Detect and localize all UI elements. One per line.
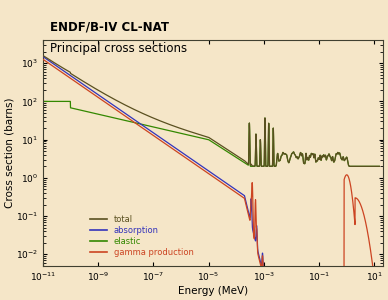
elastic [377,164,382,168]
Text: Principal cross sections: Principal cross sections [50,42,187,55]
absorption [377,285,382,289]
elastic [350,164,355,168]
total [200,134,205,137]
gamma production [182,155,187,158]
absorption [200,165,205,169]
Y-axis label: Cross section (barns): Cross section (barns) [4,98,14,208]
total [377,164,382,168]
elastic [40,100,45,103]
gamma production [367,239,371,242]
gamma production [200,168,205,171]
absorption [40,55,45,58]
Line: total: total [43,56,379,166]
absorption [185,154,189,158]
gamma production [350,196,355,199]
elastic [249,164,254,168]
total [40,54,45,57]
gamma production [185,157,189,160]
Line: gamma production: gamma production [43,59,379,300]
X-axis label: Energy (MeV): Energy (MeV) [178,286,248,296]
Line: elastic: elastic [43,101,379,166]
elastic [185,133,189,136]
total [268,164,273,168]
elastic [367,164,371,168]
elastic [285,156,290,160]
total [285,156,290,160]
gamma production [40,57,45,61]
elastic [200,136,205,140]
total [350,164,355,168]
Legend: total, absorption, elastic, gamma production: total, absorption, elastic, gamma produc… [88,212,196,260]
total [182,128,187,131]
absorption [367,290,371,293]
total [367,164,371,168]
Line: absorption: absorption [43,56,379,300]
absorption [182,152,187,156]
total [185,129,189,132]
elastic [182,132,187,136]
Text: ENDF/B-IV CL-NAT: ENDF/B-IV CL-NAT [50,21,170,34]
absorption [350,296,355,300]
